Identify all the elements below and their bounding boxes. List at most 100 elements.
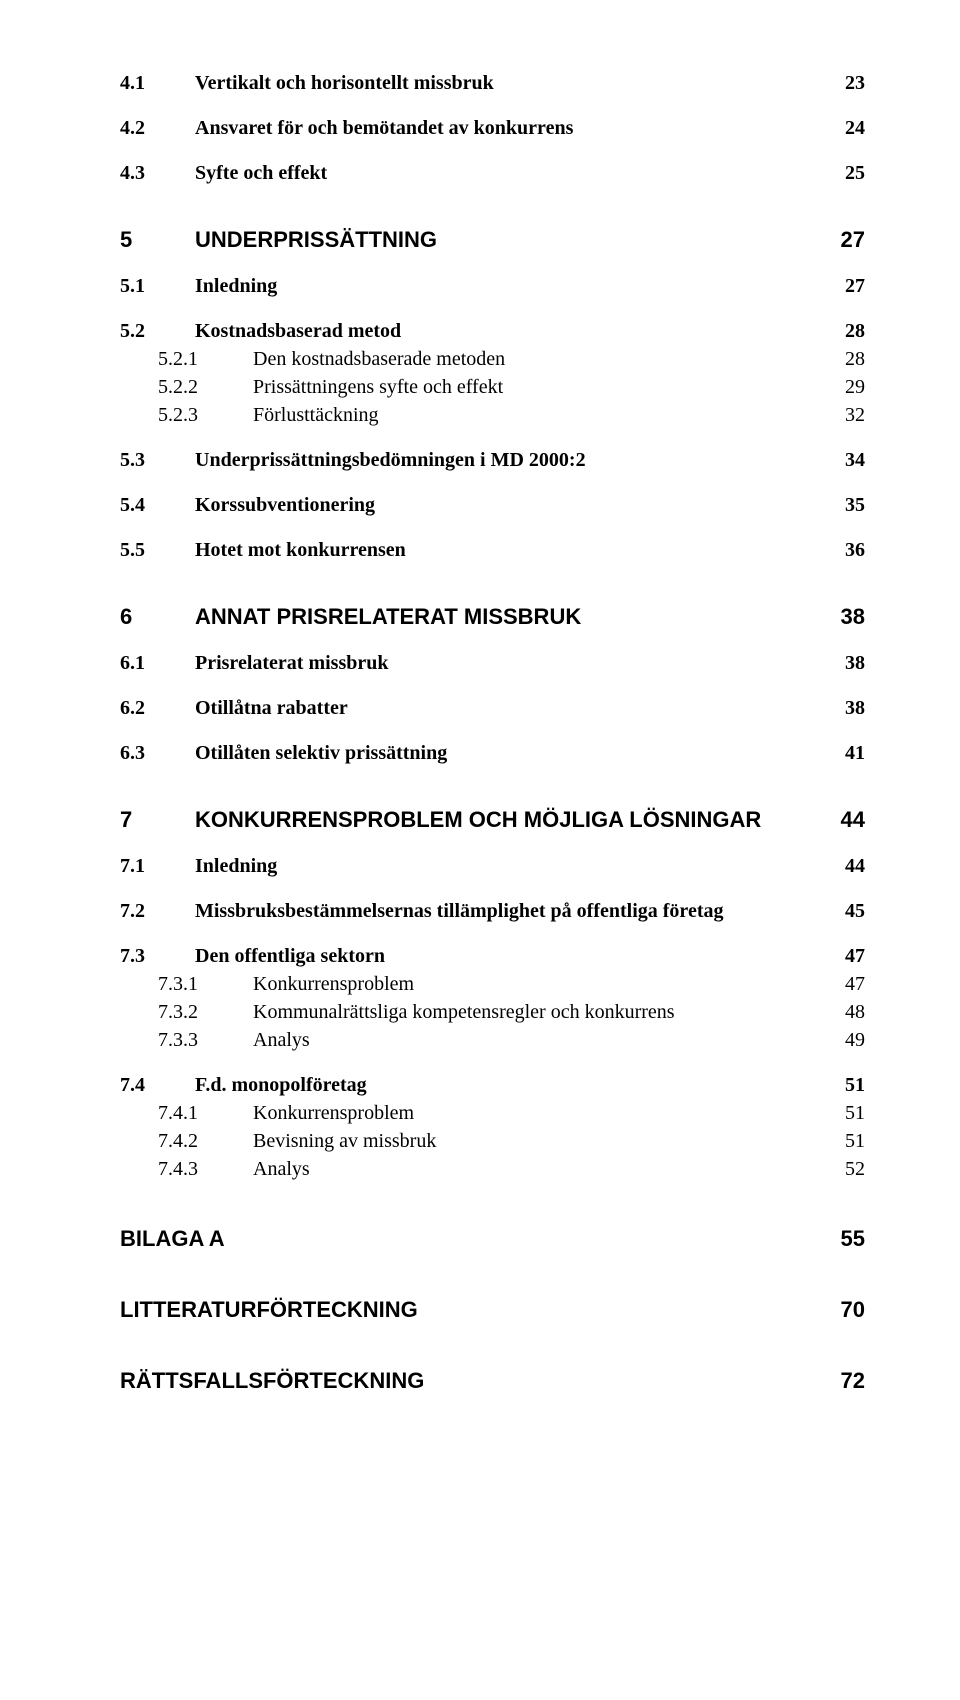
toc-title: Kommunalrättsliga kompetensregler och ko… [253, 1001, 675, 1024]
toc-number: 6.2 [120, 697, 195, 720]
toc-title: ANNAT PRISRELATERAT MISSBRUK [195, 604, 581, 630]
toc-number: 5.1 [120, 275, 195, 298]
toc-row: 5UNDERPRISSÄTTNING 27 [120, 227, 865, 253]
toc-row: 6.1Prisrelaterat missbruk 38 [120, 652, 865, 675]
toc-label: 7.4.2Bevisning av missbruk [120, 1130, 436, 1153]
toc-label: 7.3.1Konkurrensproblem [120, 973, 414, 996]
toc-label: 6.3Otillåten selektiv prissättning [120, 742, 447, 765]
toc-label: 4.2Ansvaret för och bemötandet av konkur… [120, 117, 573, 140]
toc-page: 27 [825, 275, 865, 298]
toc-page: 34 [825, 449, 865, 472]
toc-row: 6.2Otillåtna rabatter38 [120, 697, 865, 720]
toc-number: 7.4 [120, 1074, 195, 1097]
toc-page: 28 [825, 348, 865, 371]
toc-number: 5.2.2 [158, 376, 253, 399]
toc-number: 6.1 [120, 652, 195, 675]
toc-number: 5.3 [120, 449, 195, 472]
toc-row: 4.2Ansvaret för och bemötandet av konkur… [120, 117, 865, 140]
toc-number: 4.1 [120, 72, 195, 95]
toc-row: 7.4F.d. monopolföretag51 [120, 1074, 865, 1097]
toc-row: 6ANNAT PRISRELATERAT MISSBRUK 38 [120, 604, 865, 630]
toc-number: 5.5 [120, 539, 195, 562]
toc-page: 38 [825, 652, 865, 675]
toc-title: Konkurrensproblem [253, 973, 414, 996]
toc-page: 45 [825, 900, 865, 923]
toc-row: 5.2Kostnadsbaserad metod28 [120, 320, 865, 343]
toc-number: 4.3 [120, 162, 195, 185]
toc-title: Hotet mot konkurrensen [195, 539, 406, 562]
toc-label: 7.3Den offentliga sektorn [120, 945, 385, 968]
toc-title: RÄTTSFALLSFÖRTECKNING [120, 1368, 424, 1394]
toc-label: 7.2Missbruksbestämmelsernas tillämplighe… [120, 900, 724, 923]
toc-row: 7.1Inledning44 [120, 855, 865, 878]
toc-label: 5.4Korssubventionering [120, 494, 375, 517]
toc-title: Missbruksbestämmelsernas tillämplighet p… [195, 900, 724, 923]
toc-page: 38 [825, 604, 865, 630]
toc-page: 23 [825, 72, 865, 95]
table-of-contents: 4.1Vertikalt och horisontellt missbruk 23… [120, 72, 865, 1394]
toc-row: 5.2.2Prissättningens syfte och effekt29 [120, 376, 865, 399]
toc-label: 5.2.3Förlusttäckning [120, 404, 379, 427]
toc-number: 7.3.2 [158, 1001, 253, 1024]
toc-number: 7.3.1 [158, 973, 253, 996]
toc-row: 7.3.3Analys 49 [120, 1029, 865, 1052]
toc-number: 6 [120, 604, 195, 630]
toc-row: 7.4.1Konkurrensproblem51 [120, 1102, 865, 1125]
toc-number: 7 [120, 807, 195, 833]
toc-label: 7.3.2Kommunalrättsliga kompetensregler o… [120, 1001, 675, 1024]
toc-label: 5.1Inledning [120, 275, 277, 298]
toc-label: 5.2.2Prissättningens syfte och effekt [120, 376, 503, 399]
toc-number: 7.1 [120, 855, 195, 878]
toc-row: 4.3Syfte och effekt 25 [120, 162, 865, 185]
toc-row: 5.1Inledning 27 [120, 275, 865, 298]
toc-page: 25 [825, 162, 865, 185]
toc-page: 47 [825, 973, 865, 996]
toc-number: 5 [120, 227, 195, 253]
toc-title: Inledning [195, 855, 277, 878]
toc-number: 5.4 [120, 494, 195, 517]
toc-number: 6.3 [120, 742, 195, 765]
toc-row: 7.3.2Kommunalrättsliga kompetensregler o… [120, 1001, 865, 1024]
toc-title: KONKURRENSPROBLEM OCH MÖJLIGA LÖSNINGAR [195, 807, 761, 833]
toc-label: 5UNDERPRISSÄTTNING [120, 227, 437, 253]
toc-label: 7.3.3Analys [120, 1029, 310, 1052]
toc-title: Inledning [195, 275, 277, 298]
toc-page: 28 [825, 320, 865, 343]
toc-title: Prisrelaterat missbruk [195, 652, 389, 675]
toc-row: 7.4.3Analys52 [120, 1158, 865, 1181]
toc-row: BILAGA A 55 [120, 1226, 865, 1252]
toc-row: 7KONKURRENSPROBLEM OCH MÖJLIGA LÖSNINGAR… [120, 807, 865, 833]
toc-row: 5.3Underprissättningsbedömningen i MD 20… [120, 449, 865, 472]
toc-row: 5.5Hotet mot konkurrensen 36 [120, 539, 865, 562]
toc-title: UNDERPRISSÄTTNING [195, 227, 437, 253]
toc-page: 55 [825, 1226, 865, 1252]
toc-label: 6.2Otillåtna rabatter [120, 697, 348, 720]
toc-label: 7.4.1Konkurrensproblem [120, 1102, 414, 1125]
toc-label: 6ANNAT PRISRELATERAT MISSBRUK [120, 604, 581, 630]
toc-row: 7.4.2Bevisning av missbruk51 [120, 1130, 865, 1153]
toc-number: 7.4.2 [158, 1130, 253, 1153]
toc-label: 4.1Vertikalt och horisontellt missbruk [120, 72, 494, 95]
toc-title: Underprissättningsbedömningen i MD 2000:… [195, 449, 586, 472]
toc-row: LITTERATURFÖRTECKNING 70 [120, 1297, 865, 1323]
toc-page: 52 [825, 1158, 865, 1181]
toc-number: 5.2.3 [158, 404, 253, 427]
toc-label: 5.3Underprissättningsbedömningen i MD 20… [120, 449, 586, 472]
toc-number: 7.4.3 [158, 1158, 253, 1181]
toc-page: 24 [825, 117, 865, 140]
toc-title: Prissättningens syfte och effekt [253, 376, 503, 399]
toc-number: 7.4.1 [158, 1102, 253, 1125]
toc-page: 36 [825, 539, 865, 562]
toc-page: 70 [825, 1297, 865, 1323]
toc-title: F.d. monopolföretag [195, 1074, 367, 1097]
toc-label: LITTERATURFÖRTECKNING [120, 1297, 418, 1323]
toc-label: 4.3Syfte och effekt [120, 162, 327, 185]
toc-title: Kostnadsbaserad metod [195, 320, 401, 343]
toc-title: BILAGA A [120, 1226, 225, 1252]
toc-page: 47 [825, 945, 865, 968]
toc-title: Ansvaret för och bemötandet av konkurren… [195, 117, 573, 140]
toc-page: 27 [825, 227, 865, 253]
toc-title: Syfte och effekt [195, 162, 327, 185]
toc-number: 7.3.3 [158, 1029, 253, 1052]
toc-page: 49 [825, 1029, 865, 1052]
